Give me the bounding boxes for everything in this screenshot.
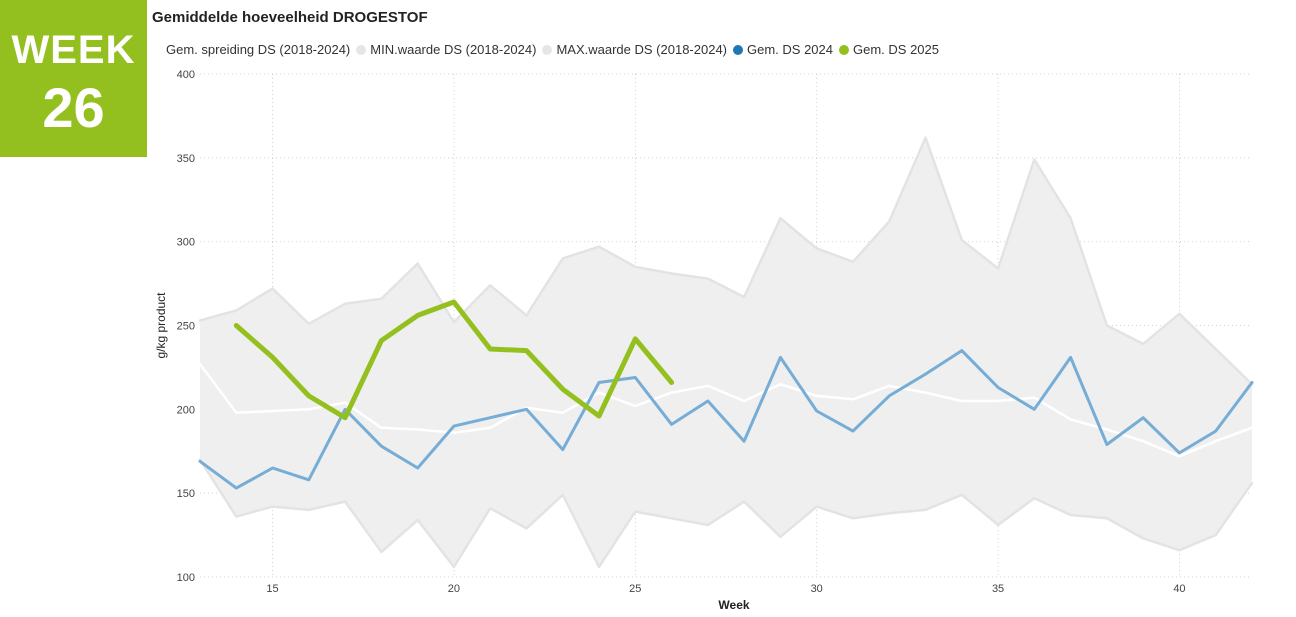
week-badge-label: WEEK [11, 28, 136, 72]
week-badge: WEEK 26 [0, 0, 147, 157]
y-tick-label: 400 [177, 69, 195, 81]
legend-label: Gem. DS 2024 [747, 42, 833, 57]
spread-band [200, 137, 1252, 567]
legend-label: Gem. spreiding DS (2018-2024) [166, 42, 351, 57]
x-tick-label: 30 [811, 583, 823, 595]
y-tick-label: 100 [177, 572, 195, 584]
series-line-2024 [198, 349, 1254, 490]
legend-swatch [733, 44, 743, 55]
series-line-average-spread [198, 362, 1254, 458]
y-tick-label: 300 [177, 237, 195, 249]
legend-swatch [839, 44, 849, 55]
legend-item: MIN.waarde DS (2018-2024) [356, 42, 536, 57]
chart-title: Gemiddelde hoeveelheid DROGESTOF [152, 9, 428, 26]
legend-label: MIN.waarde DS (2018-2024) [370, 42, 537, 57]
series-line-max [198, 136, 1254, 386]
legend-item: Gem. DS 2025 [839, 42, 939, 57]
legend-swatch [356, 44, 367, 55]
x-tick-label: 25 [629, 583, 641, 595]
week-badge-number: 26 [42, 76, 105, 139]
y-tick-label: 250 [177, 321, 195, 333]
legend-item: MAX.waarde DS (2018-2024) [542, 42, 727, 57]
y-tick-label: 150 [177, 488, 195, 500]
legend-label: Gem. DS 2025 [853, 42, 939, 57]
series-line-min [198, 458, 1254, 569]
chart-legend: Gem. spreiding DS (2018-2024) MIN.waarde … [166, 42, 945, 57]
x-tick-label: 15 [266, 583, 278, 595]
legend-swatch [542, 44, 553, 55]
y-tick-label: 350 [177, 153, 195, 165]
y-tick-label: 200 [177, 404, 195, 416]
legend-label: MAX.waarde DS (2018-2024) [556, 42, 727, 57]
x-tick-label: 20 [448, 583, 460, 595]
legend-item: Gem. spreiding DS (2018-2024) [166, 42, 350, 57]
y-axis-label: g/kg product [154, 292, 168, 359]
x-tick-label: 35 [992, 583, 1004, 595]
x-tick-label: 40 [1173, 583, 1185, 595]
legend-item: Gem. DS 2024 [733, 42, 833, 57]
series-line-2025 [233, 299, 675, 421]
x-axis-label: Week [718, 598, 749, 612]
